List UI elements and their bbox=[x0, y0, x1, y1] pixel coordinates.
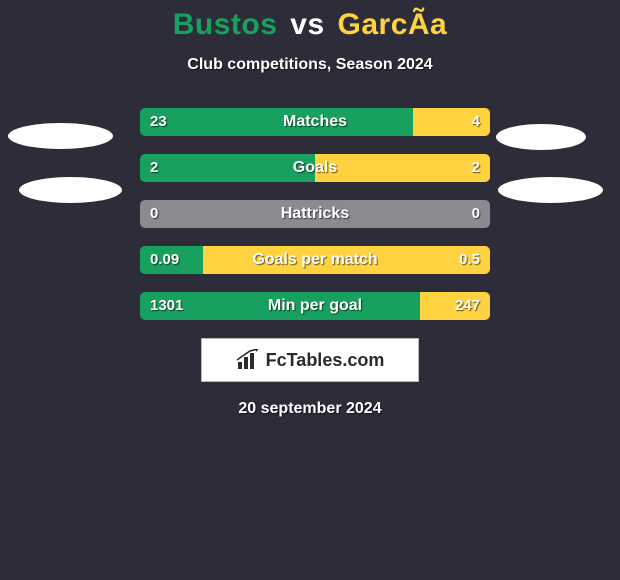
title-player1: Bustos bbox=[173, 8, 278, 41]
title-player2: GarcÃ­a bbox=[338, 8, 448, 41]
title-vs: vs bbox=[290, 8, 324, 41]
stat-label: Goals per match bbox=[140, 246, 490, 274]
stat-row: Min per goal1301 247 bbox=[0, 292, 620, 320]
bar-chart-icon bbox=[236, 349, 262, 371]
stat-label: Matches bbox=[140, 108, 490, 136]
stat-row: Hattricks0 0 bbox=[0, 200, 620, 228]
stat-value-right: 0.5 bbox=[459, 246, 480, 274]
footer-date: 20 september 2024 bbox=[0, 400, 620, 418]
stat-value-right: 2 bbox=[472, 154, 480, 182]
stat-label: Hattricks bbox=[140, 200, 490, 228]
page-title: Bustos vs GarcÃ­a bbox=[0, 0, 620, 42]
stat-value-left: 1301 bbox=[150, 292, 183, 320]
decorative-ellipse bbox=[498, 177, 603, 203]
source-logo-box: FcTables.com bbox=[201, 338, 419, 382]
decorative-ellipse bbox=[8, 123, 113, 149]
source-logo: FcTables.com bbox=[236, 349, 385, 371]
stat-value-right: 247 bbox=[455, 292, 480, 320]
decorative-ellipse bbox=[19, 177, 122, 203]
stat-label: Goals bbox=[140, 154, 490, 182]
stat-value-left: 23 bbox=[150, 108, 167, 136]
decorative-ellipse bbox=[496, 124, 586, 150]
stat-row: Goals per match0.09 0.5 bbox=[0, 246, 620, 274]
subtitle: Club competitions, Season 2024 bbox=[0, 56, 620, 74]
stat-value-left: 0.09 bbox=[150, 246, 179, 274]
stat-label: Min per goal bbox=[140, 292, 490, 320]
comparison-infographic: Bustos vs GarcÃ­a Club competitions, Sea… bbox=[0, 0, 620, 418]
stat-value-left: 0 bbox=[150, 200, 158, 228]
stat-value-left: 2 bbox=[150, 154, 158, 182]
stat-value-right: 4 bbox=[472, 108, 480, 136]
stat-value-right: 0 bbox=[472, 200, 480, 228]
source-logo-text: FcTables.com bbox=[266, 350, 385, 371]
